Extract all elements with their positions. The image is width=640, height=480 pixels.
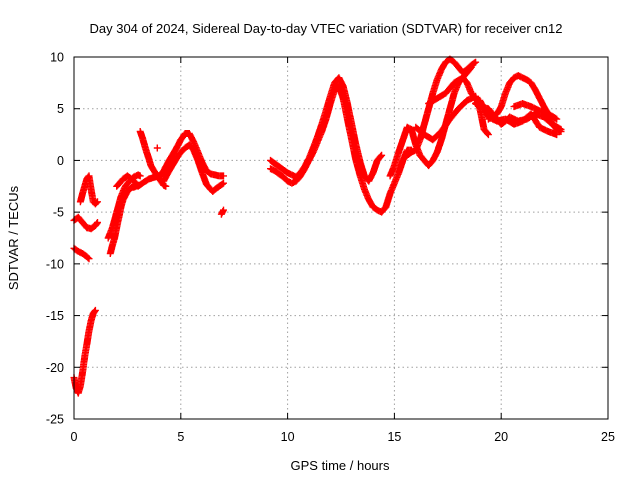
series-satellite-r bbox=[412, 92, 492, 144]
y-tick-label: 10 bbox=[50, 51, 64, 65]
grid bbox=[74, 57, 608, 419]
data-point-markers bbox=[472, 96, 561, 139]
y-tick-label: -25 bbox=[46, 413, 64, 427]
data-point-markers bbox=[412, 92, 492, 144]
y-tick-label: -10 bbox=[46, 257, 64, 271]
x-tick-label: 15 bbox=[387, 430, 401, 444]
data-point-markers bbox=[76, 172, 101, 208]
series-satellite-u bbox=[510, 100, 561, 123]
data-points bbox=[70, 55, 565, 397]
series-satellite-q bbox=[425, 63, 475, 107]
y-tick-label: -15 bbox=[46, 309, 64, 323]
series-satellite-b bbox=[76, 172, 101, 208]
series-satellite-d bbox=[70, 306, 99, 397]
data-point-markers bbox=[136, 128, 170, 190]
y-tick-label: 5 bbox=[57, 102, 64, 116]
series-satellite-h bbox=[136, 128, 170, 190]
data-point-markers bbox=[267, 82, 415, 216]
x-tick-label: 20 bbox=[494, 430, 508, 444]
y-axis-label: SDTVAR / TECUs bbox=[6, 185, 21, 290]
data-point-markers bbox=[403, 55, 480, 159]
data-point-markers bbox=[510, 100, 561, 123]
series-satellite-p bbox=[403, 55, 480, 159]
chart-title: Day 304 of 2024, Sidereal Day-to-day VTE… bbox=[89, 21, 562, 36]
data-point-markers bbox=[70, 213, 101, 233]
series-satellite-i bbox=[153, 144, 161, 152]
x-tick-label: 0 bbox=[71, 430, 78, 444]
series-satellite-n bbox=[267, 82, 415, 216]
plot-frame bbox=[73, 56, 609, 420]
series-satellite-v bbox=[472, 96, 561, 139]
y-tick-label: -5 bbox=[53, 206, 64, 220]
series-satellite-k bbox=[160, 141, 227, 195]
x-tick-label: 5 bbox=[177, 430, 184, 444]
x-tick-label: 10 bbox=[281, 430, 295, 444]
tick-labels: 0 5 10 15 20 25 -25 -20 -15 -10 -5 0 5 10 bbox=[46, 51, 615, 445]
data-point-markers bbox=[70, 306, 99, 397]
series-satellite-a bbox=[70, 213, 101, 233]
series-satellite-l bbox=[217, 206, 227, 218]
axis-ticks bbox=[73, 56, 609, 420]
x-axis-label: GPS time / hours bbox=[291, 458, 390, 473]
data-point-markers bbox=[104, 171, 144, 242]
data-point-markers bbox=[425, 63, 475, 107]
data-point-markers bbox=[155, 130, 227, 180]
x-tick-label: 25 bbox=[601, 430, 615, 444]
data-point-markers bbox=[217, 206, 227, 218]
series-satellite-j bbox=[155, 130, 227, 180]
data-point-markers bbox=[160, 141, 227, 195]
y-tick-label: -20 bbox=[46, 361, 64, 375]
series-satellite-f bbox=[104, 171, 144, 242]
y-tick-label: 0 bbox=[57, 154, 64, 168]
data-point-markers bbox=[153, 144, 161, 152]
